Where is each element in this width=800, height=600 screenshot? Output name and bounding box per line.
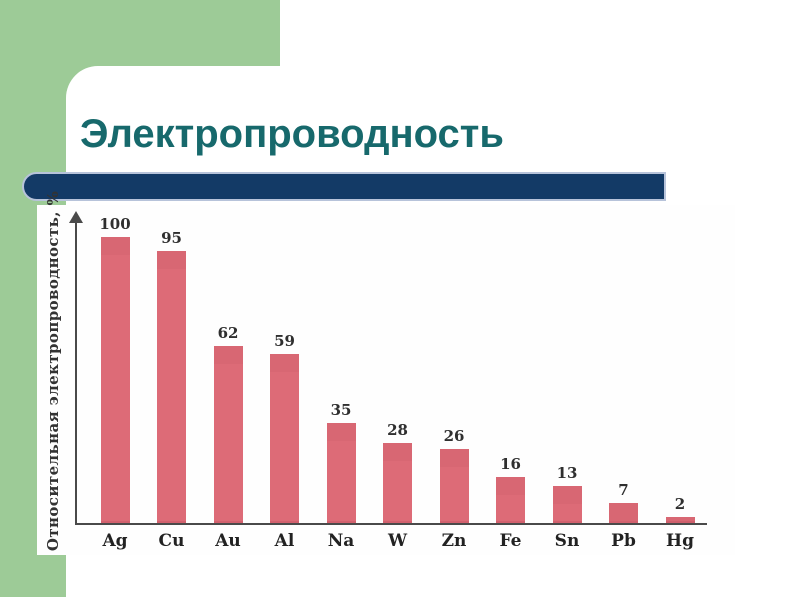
bar-Fe — [496, 477, 525, 523]
category-label: Al — [274, 531, 295, 551]
category-label: Zn — [441, 531, 467, 551]
bar-value-label: 100 — [99, 215, 131, 233]
category-label: Na — [327, 531, 355, 551]
category-label: Fe — [499, 531, 522, 551]
bar-value-label: 59 — [274, 332, 295, 350]
y-axis-label: Относительная электропроводность, % — [44, 190, 62, 552]
bar-value-label: 62 — [217, 324, 239, 342]
bar-Au — [213, 346, 243, 523]
category-label: Ag — [102, 531, 128, 551]
bar-value-label: 35 — [330, 401, 352, 419]
conductivity-bar-chart: Относительная электропроводность, % 100 A… — [37, 191, 735, 555]
x-axis-line — [75, 523, 707, 525]
bar-Na — [326, 423, 356, 523]
y-axis-arrow-icon — [69, 211, 83, 223]
bar-value-label: 95 — [161, 229, 182, 247]
category-label: W — [387, 531, 408, 551]
bar-Sn — [552, 486, 582, 523]
bar-Hg — [665, 517, 695, 523]
bar-Cu — [157, 251, 186, 523]
category-label: Hg — [666, 531, 694, 551]
slide-title: Электропроводность — [80, 112, 504, 156]
bar-Pb — [609, 503, 638, 523]
bar-W — [383, 443, 412, 523]
category-label: Au — [215, 531, 241, 551]
y-axis-line — [75, 218, 77, 523]
category-label: Cu — [158, 531, 185, 551]
bar-Zn — [439, 449, 469, 523]
bar-value-label: 26 — [443, 427, 465, 445]
bar-value-label: 7 — [618, 481, 629, 499]
title-divider-bar — [22, 172, 666, 201]
bar-value-label: 2 — [674, 495, 686, 513]
category-label: Sn — [554, 531, 580, 551]
bar-Ag — [100, 237, 130, 523]
bar-value-label: 13 — [556, 464, 578, 482]
bar-value-label: 28 — [387, 421, 408, 439]
category-label: Pb — [611, 531, 636, 551]
bar-value-label: 16 — [500, 455, 521, 473]
bar-Al — [270, 354, 299, 523]
